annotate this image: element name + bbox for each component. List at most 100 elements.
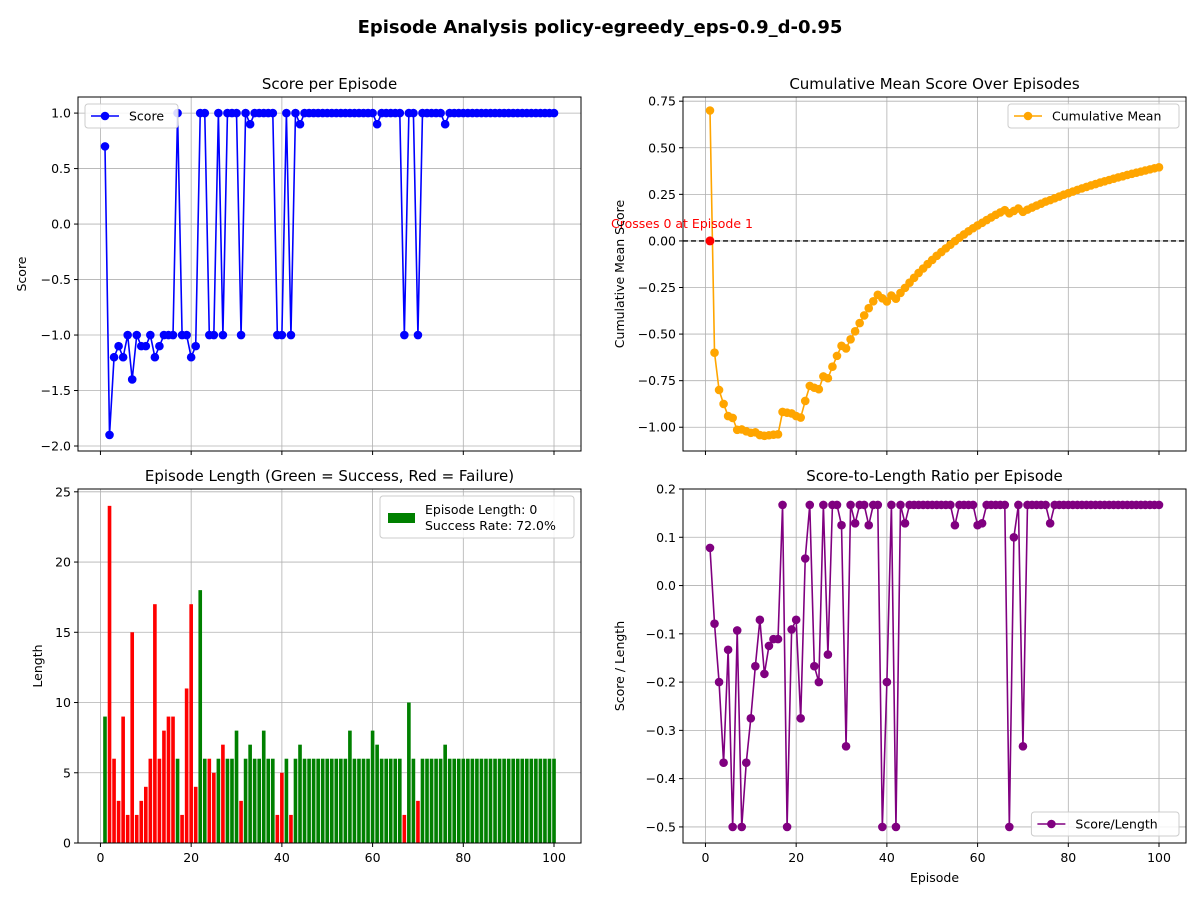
data-point xyxy=(846,335,855,344)
bar-success xyxy=(420,758,425,843)
data-point xyxy=(741,758,751,768)
bar-success xyxy=(270,758,275,843)
data-point xyxy=(887,500,896,510)
data-point xyxy=(1045,518,1055,528)
bar-success xyxy=(248,744,252,843)
y-tick-label: 10 xyxy=(55,695,71,710)
data-point xyxy=(413,330,423,340)
y-tick-label: −1.5 xyxy=(41,383,71,398)
data-point xyxy=(832,500,842,510)
bar-success xyxy=(466,758,470,843)
data-point xyxy=(1018,742,1028,751)
bar-success xyxy=(429,758,434,843)
x-tick-label: 60 xyxy=(970,850,986,865)
data-point xyxy=(796,413,805,422)
data-point xyxy=(882,297,892,306)
subplot-ratio: 0 20 40 60 80 100 −0.5 −0.4 −0.3 −0.2 −0.1 0.0 0.1 0.… xyxy=(612,467,1187,885)
x-tick-label: 80 xyxy=(1060,850,1076,865)
plot-area xyxy=(78,489,581,843)
data-point xyxy=(837,520,846,530)
legend-marker xyxy=(100,111,110,121)
bar-failure xyxy=(139,800,144,843)
data-point xyxy=(773,634,783,644)
bar-success xyxy=(534,758,538,843)
legend-box xyxy=(1030,811,1180,837)
bar-success xyxy=(370,730,375,843)
bar-failure xyxy=(143,786,148,843)
data-point xyxy=(841,742,851,751)
data-point xyxy=(778,500,787,510)
data-point xyxy=(295,119,305,129)
bar-success xyxy=(493,758,497,843)
y-tick-label: 0.5 xyxy=(51,161,71,176)
data-point xyxy=(823,373,833,383)
bar-success xyxy=(434,758,438,843)
data-point xyxy=(146,330,155,340)
bar-success xyxy=(529,758,534,843)
axes-frame xyxy=(77,488,582,844)
axes-frame xyxy=(77,96,582,452)
y-tick-label: 5 xyxy=(63,765,71,780)
x-tick-label: 20 xyxy=(788,850,804,865)
data-point xyxy=(282,108,291,118)
data-point xyxy=(440,119,450,129)
legend-entry: Score xyxy=(129,109,164,124)
bar-success xyxy=(411,758,416,843)
y-tick-label: −1.00 xyxy=(638,420,676,435)
bar-failure xyxy=(184,688,189,843)
bar-failure xyxy=(171,716,175,843)
y-tick-label: −0.5 xyxy=(646,819,676,834)
bar-failure xyxy=(148,758,153,843)
data-point xyxy=(873,500,883,510)
bar-success xyxy=(438,758,443,843)
y-tick-label: 0.00 xyxy=(648,233,676,248)
y-tick-label: 0.25 xyxy=(648,187,676,202)
bar-success xyxy=(407,702,411,843)
y-tick-label: −0.5 xyxy=(41,272,71,287)
bar-success xyxy=(502,758,506,843)
subplot-title: Episode Length (Green = Success, Red = F… xyxy=(145,467,514,485)
subplot-title: Cumulative Mean Score Over Episodes xyxy=(789,75,1080,93)
bar-success xyxy=(198,590,203,843)
bar-success xyxy=(343,758,348,843)
data-point xyxy=(864,303,874,313)
bar-success xyxy=(175,758,180,843)
bar-success xyxy=(252,758,257,843)
data-point xyxy=(787,625,796,634)
bar-success xyxy=(243,758,248,843)
y-tick-label: −0.75 xyxy=(638,373,676,388)
bar-success xyxy=(361,758,366,843)
bar-success xyxy=(298,744,302,843)
bar-failure xyxy=(125,814,130,843)
data-point xyxy=(1041,500,1050,510)
y-tick-label: −0.50 xyxy=(638,327,676,342)
bar-failure xyxy=(207,758,212,843)
x-tick-label: 100 xyxy=(1147,850,1171,865)
y-tick-label: −0.25 xyxy=(638,280,676,295)
bar-failure xyxy=(189,604,193,843)
legend-box xyxy=(84,103,179,129)
subplots: −2.0 −1.5 −1.0 −0.5 0.0 0.5 1.0 Score per Episo… xyxy=(14,75,1187,885)
y-axis-label: Cumulative Mean Score xyxy=(612,200,627,349)
bar-success xyxy=(316,758,320,843)
data-point xyxy=(859,500,869,510)
data-point xyxy=(823,650,833,659)
y-tick-label: −0.2 xyxy=(646,675,676,690)
y-tick-label: 0 xyxy=(63,836,71,851)
figure-title: Episode Analysis policy-egreedy_eps-0.9_… xyxy=(358,17,843,38)
bar-success xyxy=(379,758,384,843)
data-point xyxy=(214,108,223,118)
bar-success xyxy=(538,758,543,843)
y-tick-label: −0.3 xyxy=(646,723,676,738)
data-point xyxy=(186,352,196,362)
legend-marker xyxy=(1023,111,1033,121)
y-tick-label: 0.75 xyxy=(648,94,676,109)
bar-success xyxy=(302,758,307,843)
bar-success xyxy=(511,758,516,843)
data-point xyxy=(855,318,864,328)
data-point xyxy=(737,822,747,832)
data-point xyxy=(728,822,737,832)
bar-failure xyxy=(130,632,135,843)
bar-success xyxy=(443,744,447,843)
data-point xyxy=(764,641,774,651)
